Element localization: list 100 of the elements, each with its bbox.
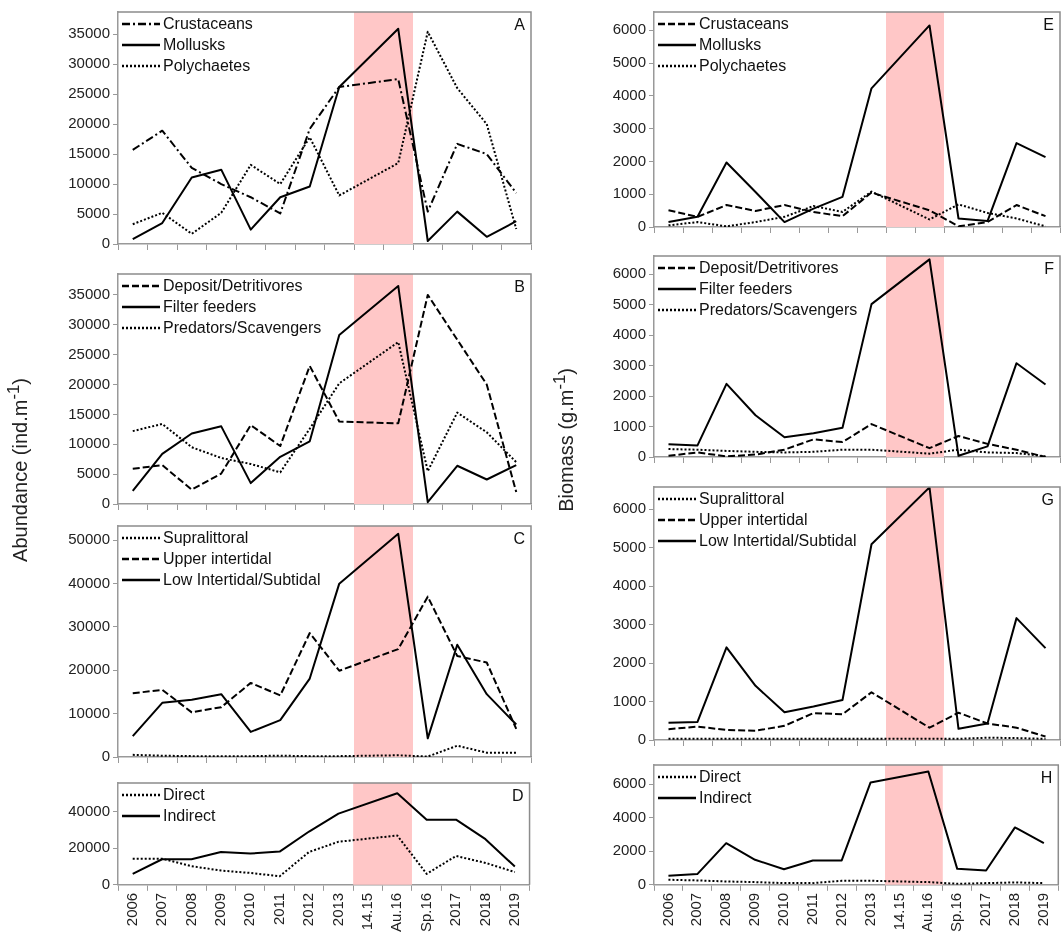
x-tick-label: 2012 (831, 892, 849, 927)
x-tick-label: 2008 (181, 892, 199, 927)
legend-label: Indirect (163, 806, 216, 826)
y-tick-label: 40000 (68, 573, 110, 591)
legend-label: Direct (163, 785, 205, 805)
y-tick-label: 20000 (68, 660, 110, 678)
y-tick-label: 6000 (612, 20, 646, 38)
y-tick-label: 4000 (612, 325, 646, 343)
y-tick-label: 0 (637, 874, 646, 892)
x-tick-label: 2013 (860, 892, 878, 927)
y-tick-label: 2000 (612, 151, 646, 169)
y-tick-label: 0 (101, 234, 110, 252)
legend-label: Upper intertidal (163, 549, 272, 569)
y-tick-label: 5000 (612, 294, 646, 312)
y-tick-label: 0 (101, 494, 110, 512)
x-tick-label: Sp.16 (947, 892, 965, 932)
legend-label: Filter feeders (163, 297, 257, 317)
x-tick-label: Au.16 (387, 892, 405, 932)
y-tick-label: 15000 (68, 144, 110, 162)
chart-title: C (513, 530, 525, 548)
x-tick-label: 14.15 (358, 892, 376, 931)
legend-label: Low Intertidal/Subtidal (699, 531, 857, 551)
y-tick-label: 0 (637, 730, 646, 748)
y-tick-label: 3000 (612, 118, 646, 136)
y-tick-label: 0 (101, 747, 110, 765)
chart-title: A (514, 16, 526, 34)
y-tick-label: 6000 (612, 499, 646, 517)
x-tick-label: 2017 (446, 892, 464, 927)
y-tick-label: 25000 (68, 344, 110, 362)
x-tick-label: 2018 (1005, 892, 1023, 927)
legend-label: Low Intertidal/Subtidal (163, 570, 321, 590)
y-tick-label: 2000 (612, 653, 646, 671)
x-tick-label: 2013 (328, 892, 346, 927)
y-tick-label: 15000 (68, 404, 110, 422)
y-tick-label: 50000 (68, 530, 110, 548)
x-tick-label: 2012 (299, 892, 317, 927)
y-tick-label: 3000 (612, 614, 646, 632)
y-tick-label: 30000 (68, 617, 110, 635)
legend-label: Predators/Scavengers (699, 300, 858, 320)
legend-label: Indirect (699, 788, 752, 808)
x-tick-label: 2010 (774, 892, 792, 927)
x-tick-label: 2019 (505, 892, 522, 927)
legend-label: Deposit/Detritivores (699, 258, 839, 278)
y-tick-label: 6000 (612, 774, 646, 792)
y-tick-label: 4000 (612, 86, 646, 104)
y-tick-label: 30000 (68, 314, 110, 332)
x-tick-label: 2007 (152, 892, 170, 927)
legend-label: Mollusks (163, 35, 226, 55)
legend-label: Filter feeders (699, 279, 793, 299)
y-tick-label: 4000 (612, 807, 646, 825)
legend-label: Crustaceans (163, 14, 253, 34)
y-tick-label: 40000 (68, 801, 110, 819)
y-tick-label: 25000 (68, 84, 110, 102)
y-tick-label: 6000 (612, 264, 646, 282)
x-tick-label: 2009 (745, 892, 763, 927)
x-tick-label: 2011 (269, 892, 287, 926)
y-tick-label: 35000 (68, 285, 110, 303)
y-tick-label: 0 (637, 447, 646, 465)
x-tick-label: 2017 (976, 892, 994, 927)
x-tick-label: 2010 (240, 892, 258, 927)
y-tick-label: 10000 (68, 703, 110, 721)
y-tick-label: 20000 (68, 838, 110, 856)
y-tick-label: 35000 (68, 24, 110, 42)
y-tick-label: 1000 (612, 184, 646, 202)
chart-title: D (511, 787, 524, 805)
y-tick-label: 2000 (612, 386, 646, 404)
x-tick-label: 2011 (802, 892, 820, 926)
y-tick-label: 5000 (612, 537, 646, 555)
x-tick-label: 14.15 (889, 892, 907, 931)
x-tick-label: 2007 (687, 892, 705, 927)
y-tick-label: 20000 (68, 114, 110, 132)
y-tick-label: 20000 (68, 374, 110, 392)
legend-label: Polychaetes (699, 56, 787, 76)
y-tick-label: 10000 (68, 434, 110, 452)
legend-label: Mollusks (699, 35, 762, 55)
y-tick-label: 1000 (612, 416, 646, 434)
legend-label: Supralittoral (699, 489, 785, 509)
y-tick-label: 30000 (68, 54, 110, 72)
y-tick-label: 3000 (612, 355, 646, 373)
x-tick-label: Au.16 (918, 892, 936, 932)
x-tick-label: Sp.16 (416, 892, 434, 932)
y-tick-label: 0 (101, 874, 110, 892)
legend-label: Deposit/Detritivores (163, 276, 303, 296)
x-tick-label: 2019 (1034, 892, 1051, 927)
legend-label: Polychaetes (163, 56, 251, 76)
legend-label: Direct (699, 767, 741, 787)
y-tick-label: 5000 (612, 53, 646, 71)
x-tick-label: 2006 (658, 892, 676, 927)
chart-title: B (514, 278, 525, 296)
y-tick-label: 4000 (612, 576, 646, 594)
legend-label: Upper intertidal (699, 510, 808, 530)
y-tick-label: 10000 (68, 174, 110, 192)
x-tick-label: 2008 (716, 892, 734, 927)
y-tick-label: 2000 (612, 841, 646, 859)
y-tick-label: 5000 (76, 464, 110, 482)
x-tick-label: 2018 (475, 892, 493, 927)
chart-title: G (1041, 491, 1054, 509)
y-tick-label: 1000 (612, 691, 646, 709)
y-tick-label: 0 (637, 217, 646, 235)
x-tick-label: 2006 (122, 892, 140, 927)
